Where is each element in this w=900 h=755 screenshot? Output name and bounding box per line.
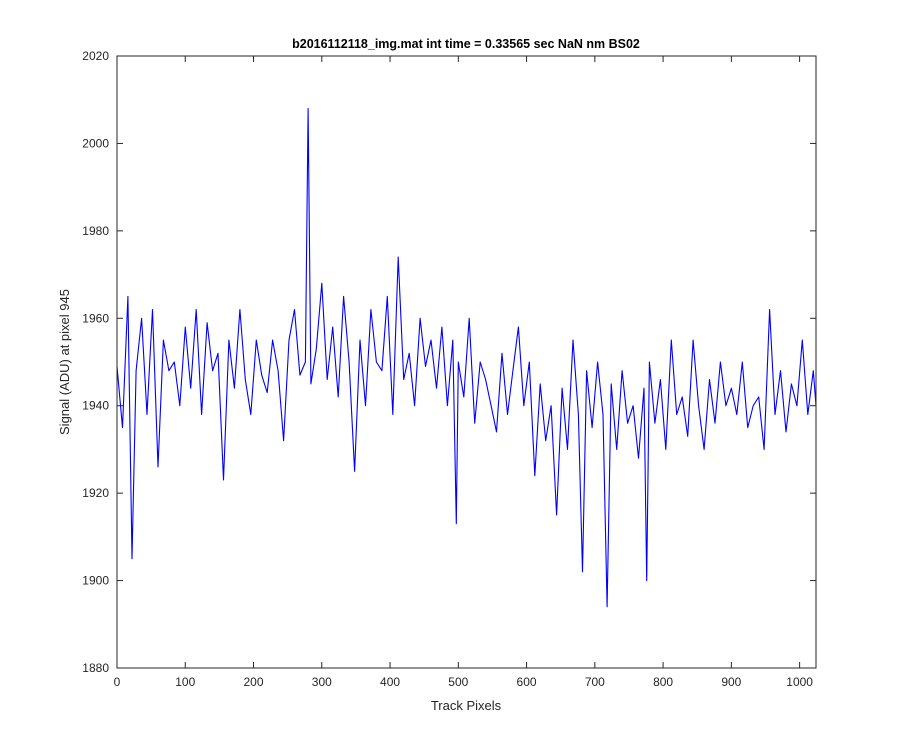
y-tick-label: 1940 bbox=[82, 399, 109, 413]
chart-title: b2016112118_img.mat int time = 0.33565 s… bbox=[292, 37, 640, 51]
y-axis-label: Signal (ADU) at pixel 945 bbox=[57, 289, 72, 435]
x-tick-label: 1000 bbox=[786, 675, 813, 689]
x-tick-label: 0 bbox=[114, 675, 121, 689]
y-tick-label: 1900 bbox=[82, 574, 109, 588]
x-tick-label: 400 bbox=[380, 675, 400, 689]
series-line-1 bbox=[116, 107, 817, 608]
y-tick-label: 2020 bbox=[82, 49, 109, 63]
x-tick-label: 700 bbox=[585, 675, 605, 689]
y-tick-label: 1980 bbox=[82, 224, 109, 238]
x-tick-label: 300 bbox=[312, 675, 332, 689]
y-tick-label: 1880 bbox=[82, 661, 109, 675]
series-layer bbox=[116, 107, 817, 608]
x-tick-label: 500 bbox=[448, 675, 468, 689]
ticks-layer: 0 100 200 300 400 500 600 700 800 900 1000 1880 1900… bbox=[82, 49, 816, 689]
x-tick-label: 100 bbox=[175, 675, 195, 689]
y-tick-label: 1960 bbox=[82, 311, 109, 325]
x-tick-label: 600 bbox=[517, 675, 537, 689]
x-tick-label: 200 bbox=[244, 675, 264, 689]
x-axis-label: Track Pixels bbox=[431, 698, 502, 713]
y-tick-label: 2000 bbox=[82, 136, 109, 150]
x-tick-label: 800 bbox=[653, 675, 673, 689]
plot-frame bbox=[116, 55, 817, 669]
x-tick-label: 900 bbox=[721, 675, 741, 689]
y-tick-label: 1920 bbox=[82, 486, 109, 500]
